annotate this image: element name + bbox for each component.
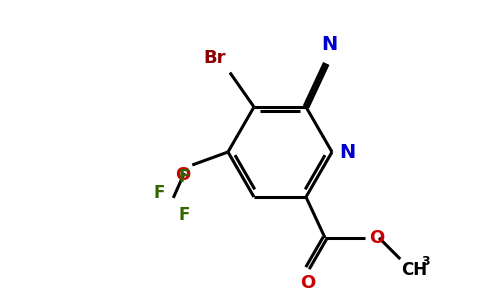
Text: F: F bbox=[178, 206, 190, 224]
Text: O: O bbox=[369, 229, 384, 247]
Text: CH: CH bbox=[401, 261, 427, 279]
Text: N: N bbox=[339, 142, 355, 161]
Text: 3: 3 bbox=[421, 255, 430, 268]
Text: F: F bbox=[178, 168, 190, 186]
Text: O: O bbox=[300, 274, 315, 292]
Text: N: N bbox=[321, 35, 337, 55]
Text: Br: Br bbox=[203, 49, 226, 67]
Text: O: O bbox=[175, 166, 190, 184]
Text: F: F bbox=[154, 184, 166, 202]
